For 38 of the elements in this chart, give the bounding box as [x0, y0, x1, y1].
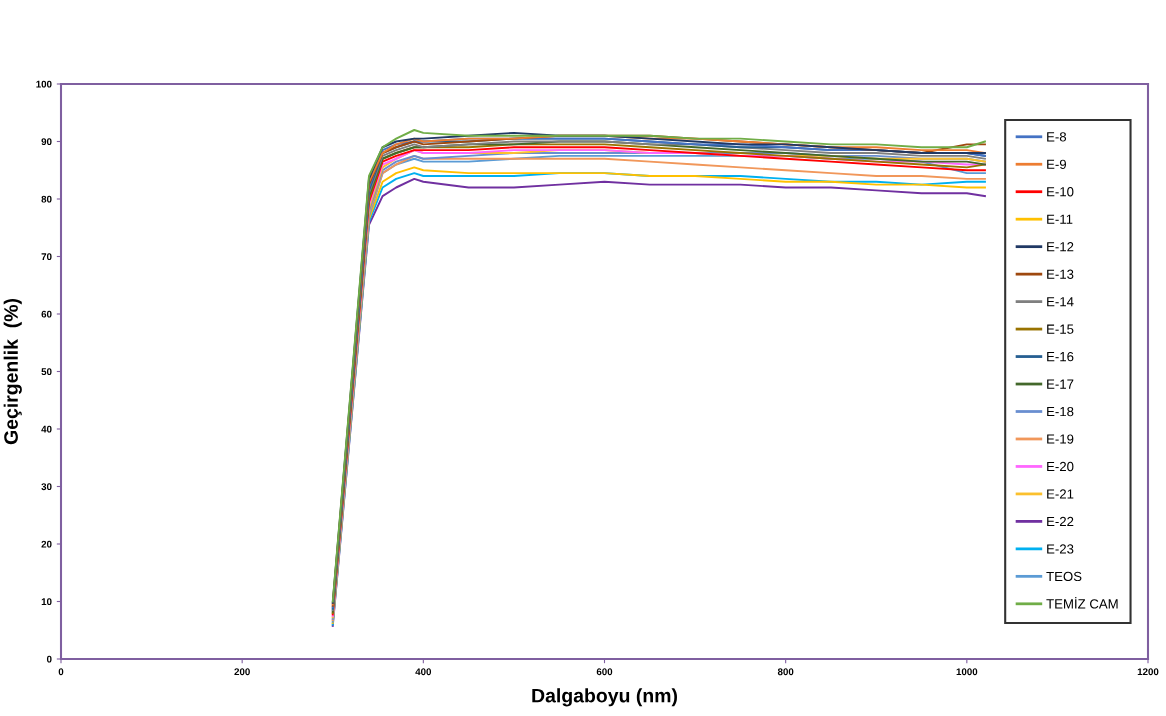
- legend-label: TEMİZ CAM: [1046, 597, 1118, 609]
- y-tick-label: 50: [41, 368, 52, 376]
- legend-label: E-10: [1047, 187, 1074, 197]
- legend-label: E-9: [1047, 159, 1066, 169]
- y-axis-title: Geçirgenlik (%): [3, 298, 22, 445]
- legend-label: E-22: [1047, 516, 1074, 527]
- x-axis-title: Dalgaboyu (nm): [532, 688, 677, 707]
- legend-label: E-14: [1047, 297, 1074, 307]
- legend-label: E-15: [1047, 324, 1074, 334]
- y-tick-label: 10: [41, 598, 52, 606]
- legend-label: E-12: [1047, 242, 1074, 252]
- y-tick-label: 20: [41, 540, 52, 548]
- legend-label: E-21: [1047, 489, 1074, 499]
- legend-label: TEOS: [1046, 571, 1082, 582]
- x-tick-label: 600: [596, 668, 613, 676]
- legend-label: E-16: [1047, 351, 1074, 362]
- legend-label: E-13: [1047, 269, 1074, 279]
- y-tick-label: 30: [41, 483, 52, 491]
- y-tick-label: 70: [41, 253, 52, 261]
- legend-label: E-19: [1047, 434, 1074, 444]
- y-tick-label: 40: [41, 425, 52, 433]
- x-tick-label: 1200: [1137, 668, 1159, 676]
- x-tick-label: 1000: [956, 668, 978, 676]
- y-tick-label: 90: [41, 138, 52, 146]
- x-tick-label: 0: [58, 668, 64, 676]
- y-tick-label: 60: [41, 310, 52, 318]
- legend-label: E-8: [1047, 132, 1067, 142]
- legend-label: E-23: [1047, 544, 1074, 554]
- y-tick-label: 80: [41, 195, 52, 203]
- legend-label: E-18: [1047, 406, 1074, 417]
- y-tick-label: 100: [36, 80, 52, 88]
- x-tick-label: 800: [777, 668, 794, 676]
- x-tick-label: 400: [415, 668, 432, 676]
- legend-label: E-17: [1047, 379, 1074, 389]
- legend-label: E-20: [1047, 461, 1074, 472]
- x-tick-label: 200: [234, 668, 250, 676]
- y-tick-label: 0: [46, 655, 52, 663]
- legend-label: E-11: [1047, 214, 1073, 224]
